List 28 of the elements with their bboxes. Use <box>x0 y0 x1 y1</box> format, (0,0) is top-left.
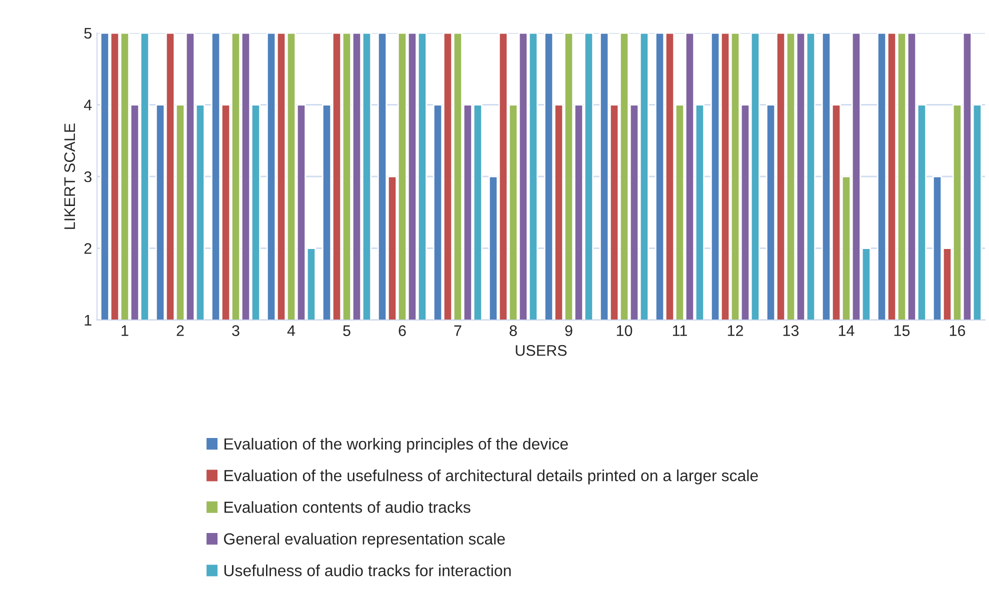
x-tick-label: 14 <box>838 325 854 336</box>
x-tick-label: 3 <box>232 325 240 336</box>
x-tick-label: 8 <box>510 325 517 336</box>
x-tick-label: 10 <box>616 325 632 336</box>
y-tick-label: 5 <box>84 28 92 39</box>
y-tick-label: 3 <box>84 171 92 182</box>
x-tick-label: 4 <box>287 325 296 336</box>
y-tick-label: 2 <box>84 243 92 254</box>
y-axis-title: LIKERT SCALE <box>64 124 76 229</box>
y-tick-label: 4 <box>84 100 92 110</box>
x-tick-label: 6 <box>398 325 406 336</box>
legend-label: Evaluation of the usefulness of architectural details printed on a larger scale <box>224 470 758 484</box>
x-tick-label: 1 <box>122 325 128 336</box>
x-tick-label: 15 <box>894 325 910 336</box>
x-tick-label: 9 <box>565 325 572 336</box>
legend-label: General evaluation representation scale <box>224 532 505 548</box>
legend-label: Evaluation of the working principles of the device <box>224 438 568 453</box>
x-tick-label: 12 <box>728 325 743 336</box>
x-tick-label: 11 <box>672 325 687 336</box>
y-tick-label: 1 <box>84 315 92 326</box>
legend-label: Evaluation contents of audio tracks <box>224 501 470 513</box>
x-axis-title: USERS <box>516 345 567 356</box>
x-tick-label: 2 <box>176 325 184 336</box>
x-tick-label: 5 <box>343 325 350 336</box>
x-tick-label: 13 <box>783 325 799 336</box>
x-tick-label: 16 <box>950 325 966 336</box>
legend-label: Usefulness of audio tracks for interaction <box>224 564 511 576</box>
x-tick-label: 7 <box>454 325 462 336</box>
